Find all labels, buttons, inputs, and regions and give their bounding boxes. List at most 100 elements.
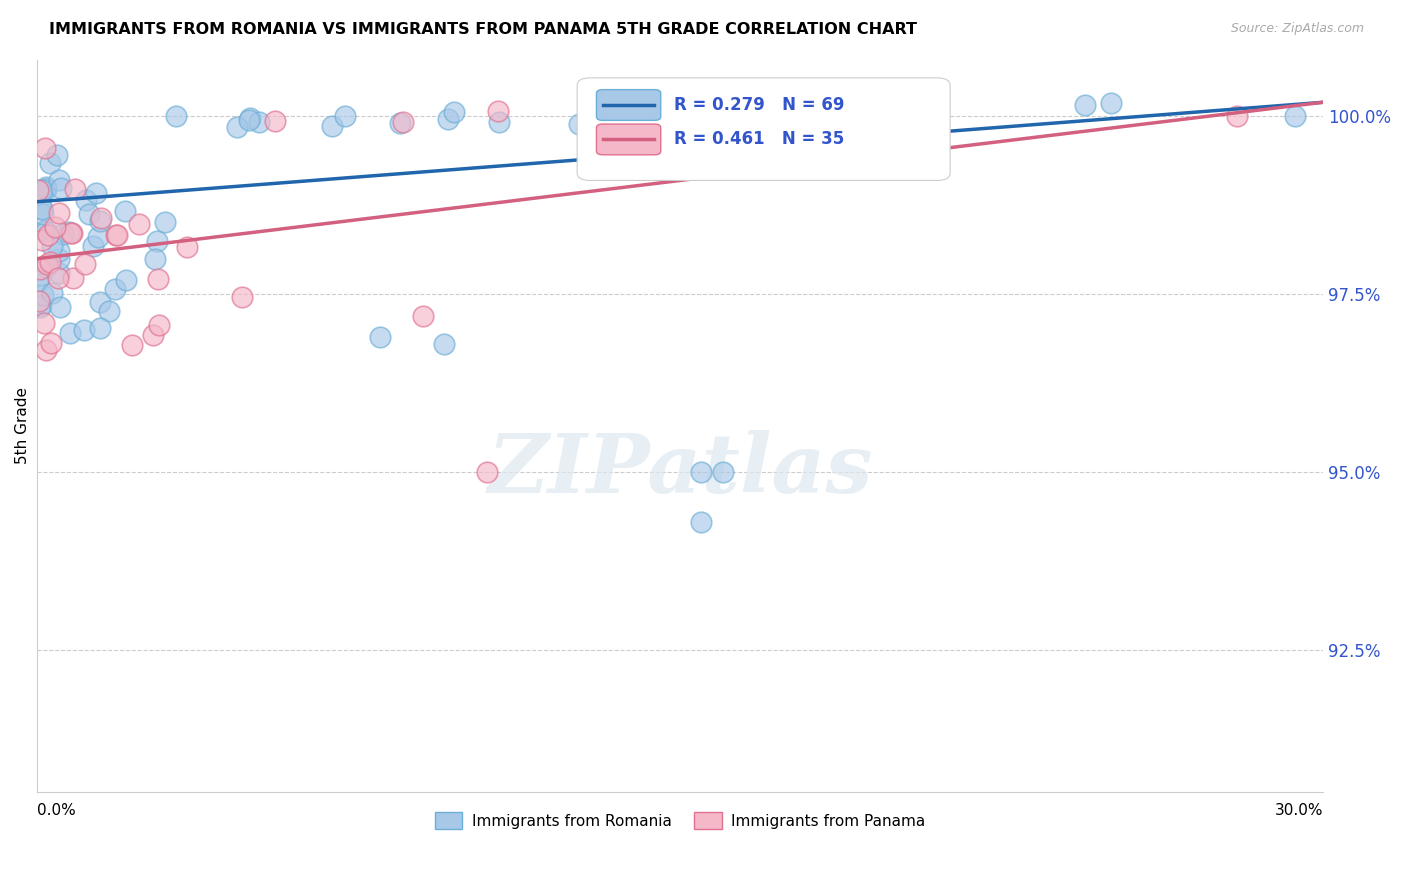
FancyBboxPatch shape [596, 124, 661, 155]
Point [41, 239, 63, 253]
Point [28, 293, 51, 308]
Point [226, 120, 249, 135]
Point [30, 268, 52, 282]
Point [31, 202, 53, 217]
Point [433, 337, 456, 351]
Point [114, 273, 136, 287]
Point [44, 219, 66, 234]
Point [176, 240, 198, 254]
Point [1284, 109, 1306, 123]
Point [128, 217, 150, 231]
Text: 30.0%: 30.0% [1275, 803, 1323, 818]
Point [35, 343, 58, 357]
Point [443, 105, 465, 120]
Point [612, 116, 634, 130]
Text: Source: ZipAtlas.com: Source: ZipAtlas.com [1230, 22, 1364, 36]
Text: R = 0.461   N = 35: R = 0.461 N = 35 [673, 130, 844, 148]
Point [1074, 98, 1097, 112]
Point [148, 318, 170, 333]
Text: IMMIGRANTS FROM ROMANIA VS IMMIGRANTS FROM PANAMA 5TH GRADE CORRELATION CHART: IMMIGRANTS FROM ROMANIA VS IMMIGRANTS FR… [49, 22, 917, 37]
Point [105, 228, 128, 243]
Point [60, 226, 83, 240]
Point [1226, 110, 1249, 124]
Point [486, 104, 509, 119]
Point [75, 257, 97, 271]
Point [45, 148, 67, 162]
Point [58, 225, 80, 239]
Point [488, 115, 510, 129]
Point [921, 112, 943, 127]
Point [37, 227, 59, 242]
Point [146, 272, 169, 286]
Text: R = 0.279   N = 69: R = 0.279 N = 69 [673, 96, 844, 114]
Point [32, 224, 55, 238]
Point [231, 290, 253, 304]
Point [32, 207, 55, 221]
Point [238, 112, 260, 127]
Point [263, 114, 285, 128]
Point [34, 141, 56, 155]
Point [121, 338, 143, 352]
Point [82, 239, 104, 253]
Point [35, 182, 58, 196]
Point [60, 226, 83, 240]
Y-axis label: 5th Grade: 5th Grade [15, 387, 30, 464]
Point [30, 298, 52, 312]
Point [711, 465, 734, 479]
Point [35, 223, 58, 237]
Point [48, 266, 70, 280]
Point [31, 202, 53, 216]
Point [27, 274, 49, 288]
Point [30, 261, 52, 276]
Text: ZIPatlas: ZIPatlas [488, 430, 873, 509]
Point [27, 183, 49, 197]
Point [89, 295, 111, 310]
Point [31, 288, 53, 302]
Point [389, 116, 412, 130]
Point [87, 230, 110, 244]
Point [114, 204, 136, 219]
FancyBboxPatch shape [596, 89, 661, 120]
Point [48, 172, 70, 186]
Point [153, 215, 176, 229]
Text: 0.0%: 0.0% [37, 803, 76, 818]
Point [143, 252, 166, 266]
Point [75, 194, 97, 208]
Point [49, 300, 72, 314]
Point [28, 300, 51, 314]
Point [62, 270, 84, 285]
Point [48, 271, 70, 285]
Point [35, 179, 58, 194]
Point [89, 213, 111, 227]
Point [59, 326, 82, 341]
Point [475, 465, 498, 479]
Point [844, 103, 866, 117]
Point [97, 304, 120, 318]
Point [41, 285, 63, 300]
Point [142, 328, 165, 343]
Point [86, 186, 108, 200]
Point [89, 320, 111, 334]
Point [738, 112, 761, 126]
Point [368, 330, 391, 344]
Point [412, 309, 434, 323]
Point [49, 181, 72, 195]
Point [37, 256, 59, 270]
FancyBboxPatch shape [576, 78, 950, 180]
Point [239, 111, 262, 125]
Legend: Immigrants from Romania, Immigrants from Panama: Immigrants from Romania, Immigrants from… [429, 805, 931, 836]
Point [35, 260, 58, 274]
Point [104, 282, 127, 296]
Point [690, 515, 713, 529]
Point [32, 316, 55, 330]
Point [690, 465, 713, 479]
Point [73, 323, 96, 337]
Point [392, 115, 415, 129]
Point [38, 255, 60, 269]
Point [165, 109, 187, 123]
Point [31, 233, 53, 247]
Point [321, 119, 343, 133]
Point [90, 211, 112, 225]
Point [48, 206, 70, 220]
Point [38, 156, 60, 170]
